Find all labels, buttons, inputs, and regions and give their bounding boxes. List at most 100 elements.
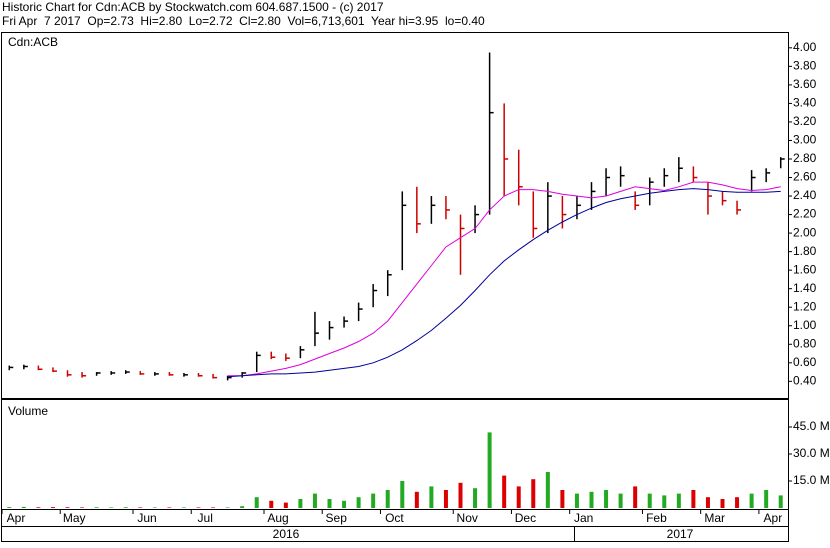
volume-bar: [676, 493, 681, 508]
y-tick-label: 3.60: [793, 77, 817, 91]
y-tick-label: 2.60: [793, 170, 817, 184]
volume-bar: [764, 490, 769, 508]
volume-bar: [574, 493, 579, 508]
volume-bar: [589, 491, 594, 508]
volume-bar: [545, 472, 550, 508]
y-tick-label: 2.00: [793, 225, 817, 239]
volume-bar: [167, 507, 172, 508]
volume-bar: [283, 502, 288, 508]
volume-bar: [312, 493, 317, 508]
header-line: Fri Apr 7 2017 Op=2.73 Hi=2.80 Lo=2.72 C…: [2, 14, 485, 28]
x-tick-label: Jan: [574, 511, 593, 525]
y-tick-label: 1.00: [793, 318, 817, 332]
volume-bar: [342, 500, 347, 508]
volume-bar: [414, 491, 419, 508]
volume-bar: [604, 490, 609, 508]
volume-bar: [7, 507, 12, 508]
y2-tick-label: 30.0 M: [793, 446, 830, 460]
volume-bar: [36, 507, 41, 508]
date-frame: [1, 509, 789, 542]
year-label: 2016: [273, 527, 300, 541]
volume-bar: [225, 507, 230, 508]
x-tick-label: Sep: [326, 511, 348, 525]
volume-bar: [487, 432, 492, 508]
volume-bar: [50, 507, 55, 508]
volume-bar: [181, 507, 186, 508]
volume-bar: [65, 507, 70, 508]
volume-bar: [240, 506, 245, 508]
volume-bar: [211, 507, 216, 508]
price-frame: [1, 32, 789, 399]
volume-bar: [691, 490, 696, 508]
volume-bar: [458, 482, 463, 508]
y-tick-label: 0.40: [793, 373, 817, 387]
y-tick-label: 1.20: [793, 299, 817, 313]
moving-average: [227, 188, 781, 378]
volume-bar: [502, 475, 507, 508]
x-tick-label: Apr: [7, 511, 26, 525]
volume-bar: [254, 497, 259, 508]
volume-title: Volume: [8, 404, 48, 418]
volume-bar: [443, 490, 448, 508]
volume-bar: [720, 499, 725, 508]
volume-bar: [705, 497, 710, 508]
y-tick-label: 1.80: [793, 244, 817, 258]
volume-bar: [109, 507, 114, 508]
y-tick-label: 3.00: [793, 133, 817, 147]
volume-bar: [80, 507, 85, 508]
volume-bar: [385, 490, 390, 508]
volume-bar: [298, 499, 303, 508]
y-tick-label: 0.60: [793, 355, 817, 369]
volume-bar: [429, 486, 434, 508]
volume-bar: [269, 500, 274, 508]
volume-bar: [138, 507, 143, 508]
year-label: 2017: [667, 527, 694, 541]
volume-bar: [662, 495, 667, 508]
volume-bar: [749, 493, 754, 508]
volume-bar: [560, 490, 565, 508]
y2-tick-label: 15.0 M: [793, 473, 830, 487]
y-tick-label: 0.80: [793, 336, 817, 350]
x-tick-label: Oct: [385, 511, 404, 525]
volume-bar: [516, 486, 521, 508]
x-tick-label: Mar: [704, 511, 725, 525]
y-tick-label: 4.00: [793, 40, 817, 54]
y-tick-label: 2.20: [793, 207, 817, 221]
volume-bar: [196, 507, 201, 508]
price-title: Cdn:ACB: [8, 35, 58, 49]
volume-bar: [371, 493, 376, 508]
x-tick-label: Dec: [515, 511, 536, 525]
x-tick-label: Aug: [267, 511, 288, 525]
x-tick-label: Nov: [457, 511, 478, 525]
y-tick-label: 3.80: [793, 59, 817, 73]
volume-bar: [531, 479, 536, 508]
volume-bar: [473, 488, 478, 508]
x-tick-label: Feb: [646, 511, 667, 525]
volume-bar: [123, 507, 128, 508]
header-line: Historic Chart for Cdn:ACB by Stockwatch…: [2, 0, 384, 14]
volume-bar: [735, 497, 740, 508]
y-tick-label: 1.40: [793, 281, 817, 295]
x-tick-label: Jul: [198, 511, 213, 525]
volume-bar: [356, 497, 361, 508]
y-tick-label: 2.80: [793, 151, 817, 165]
volume-bar: [633, 486, 638, 508]
x-tick-label: Apr: [764, 511, 783, 525]
y-tick-label: 1.60: [793, 262, 817, 276]
volume-bar: [21, 506, 26, 508]
volume-bar: [400, 481, 405, 508]
volume-bar: [94, 507, 99, 508]
volume-bar: [647, 493, 652, 508]
volume-bar: [327, 499, 332, 508]
x-tick-label: Jun: [137, 511, 156, 525]
y2-tick-label: 45.0 M: [793, 419, 830, 433]
x-tick-label: May: [63, 511, 86, 525]
volume-bar: [618, 493, 623, 508]
volume-bar: [778, 495, 783, 508]
moving-average: [227, 181, 781, 377]
y-tick-label: 3.40: [793, 96, 817, 110]
y-tick-label: 3.20: [793, 114, 817, 128]
